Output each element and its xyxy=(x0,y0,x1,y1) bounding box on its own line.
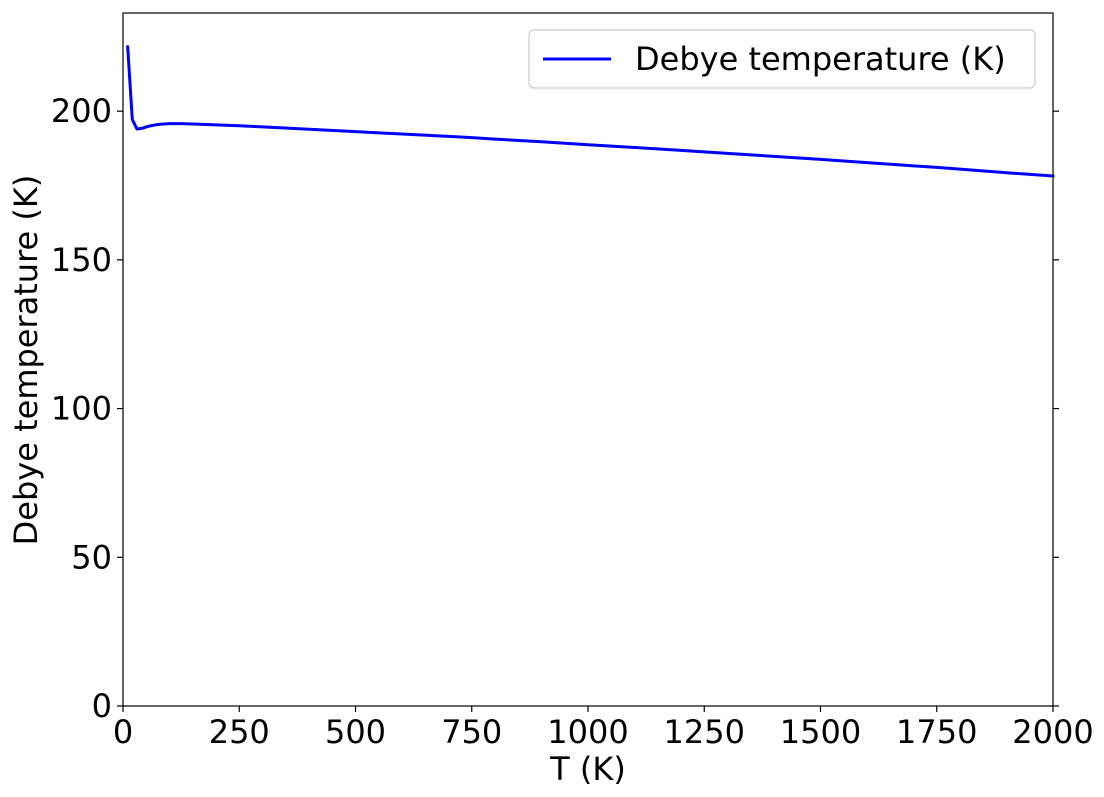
x-tick-label: 2000 xyxy=(1012,713,1093,751)
y-tick-label: 100 xyxy=(51,390,112,428)
y-tick-label: 200 xyxy=(51,92,112,130)
x-tick-label: 1000 xyxy=(547,713,628,751)
x-axis-label: T (K) xyxy=(549,750,626,788)
x-tick-label: 750 xyxy=(441,713,502,751)
y-tick-label: 50 xyxy=(71,538,112,576)
axes-frame xyxy=(122,12,1054,707)
series-line-0 xyxy=(126,45,1055,178)
x-tick-label: 1250 xyxy=(664,713,745,751)
x-tick-label: 250 xyxy=(209,713,270,751)
y-axis-label: Debye temperature (K) xyxy=(7,175,45,546)
legend-label: Debye temperature (K) xyxy=(635,40,1006,78)
axis-ticks: 0 250 500 750 1000 1250 1500 1750 2000 0 50 100 150 2… xyxy=(51,92,1094,751)
y-tick-label: 0 xyxy=(92,687,112,725)
legend-box xyxy=(528,29,1036,89)
x-tick-label: 500 xyxy=(325,713,386,751)
y-tick-label: 150 xyxy=(51,241,112,279)
plot-area xyxy=(126,45,1055,178)
x-tick-label: 1750 xyxy=(896,713,977,751)
legend: Debye temperature (K) xyxy=(528,29,1036,89)
x-tick-label: 0 xyxy=(113,713,133,751)
x-tick-label: 1500 xyxy=(780,713,861,751)
